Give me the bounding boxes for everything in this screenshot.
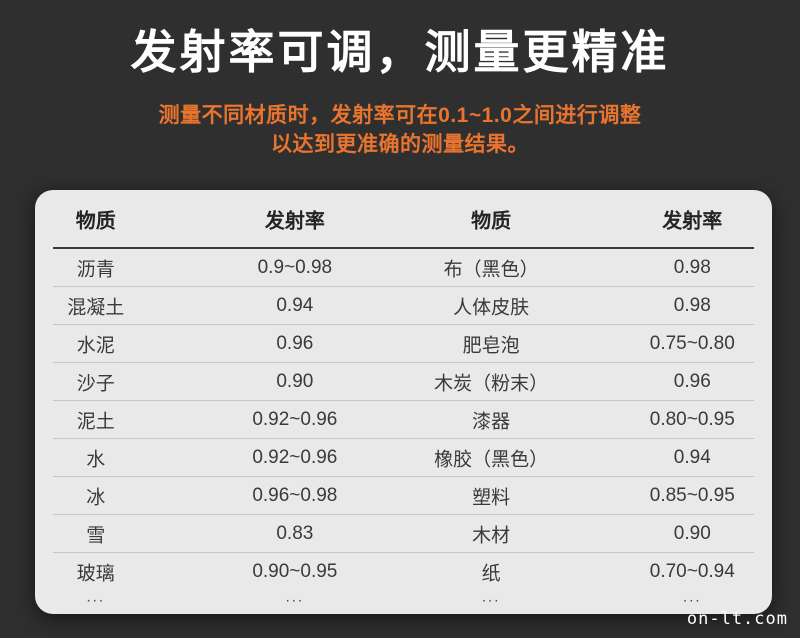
page-title: 发射率可调，测量更精准: [130, 26, 670, 78]
cell-emissivity-left: 0.96: [276, 332, 314, 354]
table-row: 沙子 0.90 木炭（粉末） 0.96: [53, 362, 754, 400]
cell-material-right: 橡胶（黑色）: [434, 449, 549, 470]
cell-material-right: 人体皮肤: [453, 297, 530, 318]
cell-emissivity-right: 0.98: [673, 256, 711, 278]
cell-material-right: 木材: [472, 525, 511, 546]
table-row-ellipsis: ............: [53, 588, 754, 614]
column-header-emissivity-left: 发射率: [264, 210, 325, 232]
cell-material-left: 冰: [86, 487, 106, 508]
cell-material-left: 混凝土: [67, 297, 125, 318]
cell-material-right: ...: [481, 588, 501, 606]
cell-material-left: 玻璃: [76, 563, 115, 584]
table-row: 混凝土 0.94 人体皮肤 0.98: [53, 286, 754, 324]
cell-material-left: ...: [86, 588, 106, 606]
column-header-material-right: 物质: [471, 210, 512, 232]
cell-emissivity-left: ...: [285, 588, 305, 606]
cell-material-right: 塑料: [472, 487, 511, 508]
table-row: 沥青 0.9~0.98 布（黑色） 0.98: [53, 249, 754, 286]
column-header-emissivity-right: 发射率: [662, 210, 723, 232]
emissivity-table: 物质 发射率 物质 发射率 沥青 0.9~0.98 布（黑色） 0.98 混凝土 0.94…: [35, 190, 772, 614]
cell-emissivity-right: 0.75~0.80: [649, 332, 735, 354]
cell-emissivity-left: 0.90: [276, 370, 314, 392]
cell-emissivity-left: 0.92~0.96: [252, 408, 338, 430]
cell-material-right: 肥皂泡: [462, 335, 520, 356]
cell-material-left: 雪: [86, 525, 106, 546]
cell-emissivity-right: 0.70~0.94: [649, 560, 735, 582]
table-row: 泥土 0.92~0.96 漆器 0.80~0.95: [53, 400, 754, 438]
cell-emissivity-right: 0.80~0.95: [649, 408, 735, 430]
table-row: 雪 0.83 木材 0.90: [53, 514, 754, 552]
table-row: 水 0.92~0.96 橡胶（黑色） 0.94: [53, 438, 754, 476]
table-header-row: 物质 发射率 物质 发射率: [53, 190, 754, 249]
cell-emissivity-right: ...: [683, 588, 702, 606]
subtitle-line-1: 测量不同材质时，发射率可在0.1~1.0之间进行调整: [158, 104, 642, 127]
cell-emissivity-right: 0.96: [673, 370, 711, 392]
cell-emissivity-right: 0.94: [673, 446, 711, 468]
table-row: 水泥 0.96 肥皂泡 0.75~0.80: [53, 324, 754, 362]
cell-emissivity-left: 0.96~0.98: [252, 484, 338, 506]
subtitle: 测量不同材质时，发射率可在0.1~1.0之间进行调整 以达到更准确的测量结果。: [0, 101, 800, 159]
cell-material-left: 沙子: [76, 373, 115, 394]
cell-emissivity-right: 0.85~0.95: [649, 484, 735, 506]
cell-material-right: 布（黑色）: [443, 259, 539, 280]
table-body: 沥青 0.9~0.98 布（黑色） 0.98 混凝土 0.94 人体皮肤 0.98 水泥 0.96…: [53, 249, 754, 614]
cell-material-left: 水: [86, 449, 106, 470]
cell-material-right: 纸: [481, 563, 501, 584]
cell-emissivity-left: 0.92~0.96: [252, 446, 338, 468]
cell-material-left: 水泥: [76, 335, 115, 356]
subtitle-line-2: 以达到更准确的测量结果。: [271, 133, 529, 156]
column-header-material-left: 物质: [75, 210, 116, 232]
cell-material-left: 沥青: [76, 259, 115, 280]
table-row: 冰 0.96~0.98 塑料 0.85~0.95: [53, 476, 754, 514]
cell-emissivity-right: 0.98: [673, 294, 711, 316]
cell-material-left: 泥土: [76, 411, 115, 432]
watermark: on-lt.com: [686, 609, 788, 629]
cell-material-right: 漆器: [472, 411, 511, 432]
table-row: 玻璃 0.90~0.95 纸 0.70~0.94: [53, 552, 754, 590]
cell-material-right: 木炭（粉末）: [434, 373, 549, 394]
cell-emissivity-left: 0.94: [276, 294, 314, 316]
cell-emissivity-left: 0.83: [276, 522, 314, 544]
cell-emissivity-left: 0.9~0.98: [257, 256, 333, 278]
cell-emissivity-right: 0.90: [673, 522, 711, 544]
cell-emissivity-left: 0.90~0.95: [252, 560, 338, 582]
